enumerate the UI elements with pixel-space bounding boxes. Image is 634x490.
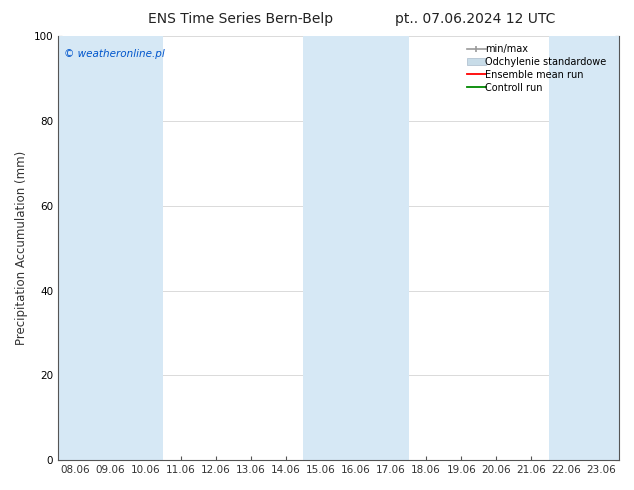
Text: ENS Time Series Bern-Belp: ENS Time Series Bern-Belp <box>148 12 333 26</box>
Legend: min/max, Odchylenie standardowe, Ensemble mean run, Controll run: min/max, Odchylenie standardowe, Ensembl… <box>463 41 614 96</box>
Text: © weatheronline.pl: © weatheronline.pl <box>63 49 164 59</box>
Text: pt.. 07.06.2024 12 UTC: pt.. 07.06.2024 12 UTC <box>396 12 555 26</box>
Bar <box>304 36 409 460</box>
Bar <box>58 36 163 460</box>
Y-axis label: Precipitation Accumulation (mm): Precipitation Accumulation (mm) <box>15 151 28 345</box>
Bar <box>549 36 619 460</box>
